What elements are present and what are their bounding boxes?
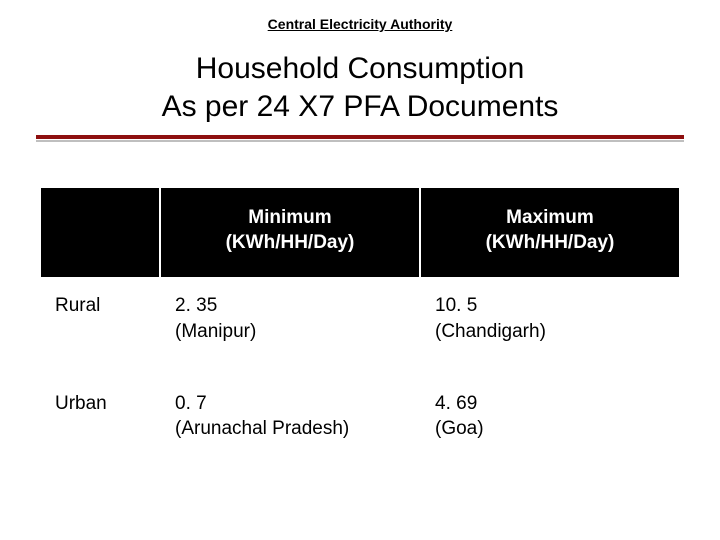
cell-urban-max: 4. 69 (Goa)	[420, 376, 680, 473]
row-label-rural: Rural	[40, 278, 160, 375]
title-block: Household Consumption As per 24 X7 PFA D…	[30, 50, 690, 125]
col-header-maximum: Maximum (KWh/HH/Day)	[420, 187, 680, 278]
row-label-urban: Urban	[40, 376, 160, 473]
cell-urban-min-value: 0. 7	[175, 393, 207, 414]
kicker: Central Electricity Authority	[30, 16, 690, 32]
rule-grey	[36, 140, 684, 142]
rule-red	[36, 135, 684, 139]
title-line-1: Household Consumption	[30, 50, 690, 88]
table-row: Rural 2. 35 (Manipur) 10. 5 (Chandigarh)	[40, 278, 680, 375]
cell-urban-max-value: 4. 69	[435, 393, 477, 414]
consumption-table: Minimum (KWh/HH/Day) Maximum (KWh/HH/Day…	[39, 186, 681, 474]
cell-urban-max-note: (Goa)	[435, 418, 484, 439]
table-corner-cell	[40, 187, 160, 278]
title-line-2: As per 24 X7 PFA Documents	[30, 88, 690, 126]
title-underline	[30, 135, 690, 142]
cell-rural-min-value: 2. 35	[175, 295, 217, 316]
cell-rural-max: 10. 5 (Chandigarh)	[420, 278, 680, 375]
cell-rural-min-note: (Manipur)	[175, 321, 256, 342]
slide: Central Electricity Authority Household …	[0, 0, 720, 540]
cell-rural-max-value: 10. 5	[435, 295, 477, 316]
table-header-row: Minimum (KWh/HH/Day) Maximum (KWh/HH/Day…	[40, 187, 680, 278]
col-header-maximum-l1: Maximum	[506, 207, 594, 228]
cell-urban-min-note: (Arunachal Pradesh)	[175, 418, 349, 439]
col-header-maximum-l2: (KWh/HH/Day)	[486, 232, 615, 253]
cell-rural-min: 2. 35 (Manipur)	[160, 278, 420, 375]
col-header-minimum-l1: Minimum	[248, 207, 331, 228]
table-row: Urban 0. 7 (Arunachal Pradesh) 4. 69 (Go…	[40, 376, 680, 473]
col-header-minimum: Minimum (KWh/HH/Day)	[160, 187, 420, 278]
col-header-minimum-l2: (KWh/HH/Day)	[226, 232, 355, 253]
cell-urban-min: 0. 7 (Arunachal Pradesh)	[160, 376, 420, 473]
cell-rural-max-note: (Chandigarh)	[435, 321, 546, 342]
